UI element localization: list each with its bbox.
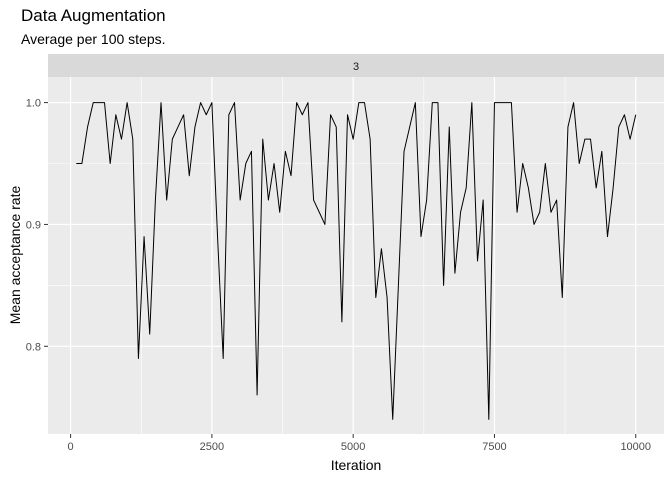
major-gridlines: [48, 77, 664, 434]
x-tick-label: 2500: [200, 441, 224, 453]
facet-strip: [48, 54, 664, 77]
x-tick-label: 0: [68, 441, 74, 453]
y-tick-label: 1.0: [26, 98, 41, 110]
y-axis-title: Mean acceptance rate: [7, 186, 23, 325]
x-axis-title: Iteration: [331, 457, 382, 473]
chart-title: Data Augmentation: [21, 6, 166, 25]
x-tick-label: 10000: [620, 441, 651, 453]
facet-strip-label: 3: [353, 61, 359, 73]
x-tick-label: 5000: [341, 441, 365, 453]
y-tick-label: 0.8: [26, 341, 41, 353]
x-tick-label: 7500: [482, 441, 506, 453]
series-layer: [76, 102, 637, 420]
plot-panel: [48, 77, 664, 434]
x-axis: 0 2500 5000 7500 10000: [68, 434, 651, 453]
y-axis: 0.8 0.9 1.0: [26, 98, 48, 353]
series-line: [76, 102, 637, 420]
chart-subtitle: Average per 100 steps.: [21, 31, 166, 47]
y-tick-label: 0.9: [26, 219, 41, 231]
